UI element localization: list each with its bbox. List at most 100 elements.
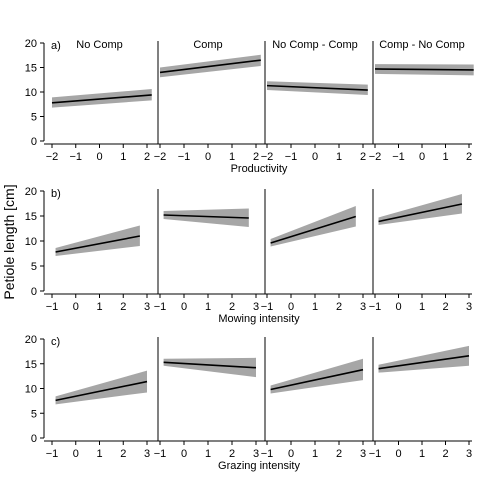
x-tick-label: 3 [466,301,472,313]
x-tick-label: 1 [336,151,342,163]
x-tick-label: 1 [312,301,318,313]
panel-1-4: −2 −1 0 1 2 [369,64,474,163]
panel-3-1: −1 0 1 2 3 [46,370,150,460]
y-tick-label: 10 [25,87,37,99]
x-tick-label: 0 [395,448,401,460]
x-tick-label: 1 [96,301,102,313]
x-tick-label: 2 [360,151,366,163]
confidence-band [163,208,249,227]
x-tick-label: 0 [288,301,294,313]
fit-line [378,203,463,223]
x-tick-label: −2 [369,151,382,163]
x-tick-label: 2 [442,301,448,313]
x-tick-label: 2 [442,448,448,460]
y-tick-label: 20 [25,186,37,198]
y-tick-label: 15 [25,359,37,371]
x-tick-label: −1 [178,151,191,163]
x-axis-label: Grazing intensity [218,460,300,472]
x-tick-label: −1 [154,301,167,313]
x-tick-label: 2 [253,151,259,163]
x-tick-label: 2 [120,301,126,313]
x-tick-label: 0 [395,301,401,313]
x-tick-label: 2 [229,448,235,460]
confidence-band [378,194,462,225]
x-tick-label: −1 [261,301,274,313]
row-label: b) [51,188,61,200]
fit-line [163,214,249,219]
panel-1-1: −2 −1 0 1 2 [46,89,152,163]
x-tick-label: −2 [261,151,274,163]
fit-line [266,84,368,91]
y-tick-label: 0 [31,433,37,445]
x-tick-label: −1 [369,448,382,460]
confidence-band [270,358,363,394]
x-tick-label: 2 [144,151,150,163]
y-tick-label: 20 [25,334,37,346]
x-axis-label: Mowing intensity [218,313,300,325]
fit-line [51,94,152,104]
x-tick-label: −1 [46,448,59,460]
fit-line [55,380,148,402]
x-tick-label: −2 [154,151,167,163]
x-tick-label: 1 [229,151,235,163]
confidence-band [163,357,256,378]
panel-2-1: −1 0 1 2 3 [46,225,150,313]
x-tick-label: 0 [181,301,187,313]
fit-line [270,368,364,391]
x-tick-label: 2 [120,448,126,460]
panel-1-2: −2 −1 0 1 2 [154,54,261,163]
y-tick-label: 10 [25,384,37,396]
x-tick-label: 0 [419,151,425,163]
panel-3-2: −1 0 1 2 3 [154,357,259,460]
panel-title: No Comp - Comp [272,39,358,51]
x-tick-label: 3 [144,448,150,460]
x-tick-label: −1 [154,448,167,460]
x-tick-label: 1 [419,448,425,460]
x-tick-label: −1 [261,448,274,460]
x-tick-label: 1 [312,448,318,460]
fit-line [55,235,141,253]
x-tick-label: 3 [360,301,366,313]
confidence-band [270,206,356,247]
x-tick-label: −1 [369,301,382,313]
x-axis-label: Productivity [231,163,288,175]
x-tick-label: 1 [205,301,211,313]
row-label: a) [51,40,61,52]
x-tick-label: 1 [442,151,448,163]
y-tick-label: 0 [31,286,37,298]
x-tick-label: 1 [120,151,126,163]
x-tick-label: −2 [46,151,59,163]
x-tick-label: 0 [288,448,294,460]
fit-line [163,361,257,369]
y-tick-label: 5 [31,112,37,124]
panel-3-3: −1 0 1 2 3 [261,358,366,460]
x-tick-label: 0 [181,448,187,460]
y-tick-label: 15 [25,211,37,223]
panel-3-4: −1 0 1 2 3 [369,345,472,460]
confidence-band [55,225,140,256]
x-tick-label: −1 [46,301,59,313]
x-tick-label: 1 [419,301,425,313]
y-tick-label: 5 [31,408,37,420]
x-tick-label: 3 [466,448,472,460]
panel-2-3: −1 0 1 2 3 [261,206,366,313]
x-tick-label: 2 [336,448,342,460]
x-tick-label: 3 [253,448,259,460]
x-tick-label: 2 [229,301,235,313]
x-tick-label: 0 [96,151,102,163]
x-tick-label: 3 [144,301,150,313]
fit-line [378,355,470,370]
x-tick-label: 0 [73,301,79,313]
panel-2-4: −1 0 1 2 3 [369,194,472,313]
y-tick-label: 15 [25,63,37,75]
x-tick-label: 2 [336,301,342,313]
confidence-band [55,370,147,405]
fit-line [374,68,474,71]
row-label: c) [51,336,60,348]
x-tick-label: 3 [253,301,259,313]
panel-1-3: −2 −1 0 1 2 [261,81,368,163]
x-tick-label: −1 [69,151,82,163]
x-tick-label: 3 [360,448,366,460]
